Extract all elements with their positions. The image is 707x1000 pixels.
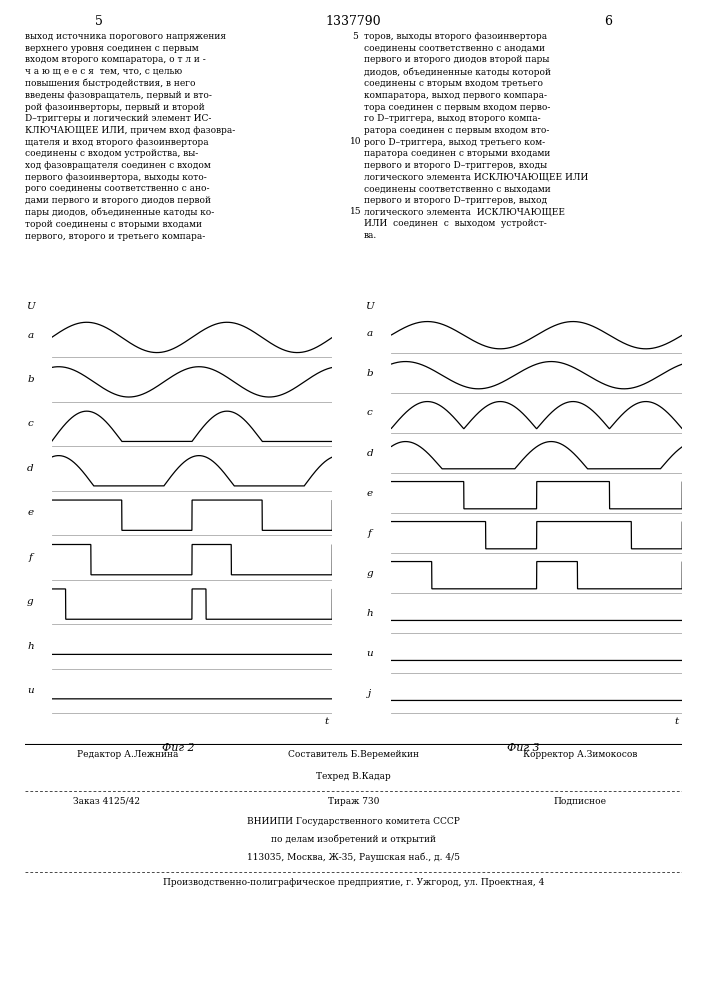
Text: c: c xyxy=(28,419,33,428)
Text: j: j xyxy=(368,688,371,698)
Text: b: b xyxy=(27,375,34,384)
Text: по делам изобретений и открытий: по делам изобретений и открытий xyxy=(271,835,436,844)
Text: e: e xyxy=(28,508,33,517)
Text: Фиг 3: Фиг 3 xyxy=(507,743,539,753)
Text: b: b xyxy=(366,368,373,377)
Text: Подписное: Подписное xyxy=(554,797,606,806)
Text: 5: 5 xyxy=(95,15,103,28)
Text: ВНИИПИ Государственного комитета СССР: ВНИИПИ Государственного комитета СССР xyxy=(247,817,460,826)
Text: 6: 6 xyxy=(604,15,612,28)
Text: g: g xyxy=(27,597,34,606)
Text: Техред В.Кадар: Техред В.Кадар xyxy=(316,772,391,781)
Text: d: d xyxy=(366,448,373,458)
Text: Составитель Б.Веремейкин: Составитель Б.Веремейкин xyxy=(288,750,419,759)
Text: Корректор А.Зимокосов: Корректор А.Зимокосов xyxy=(522,750,637,759)
Text: a: a xyxy=(367,328,373,338)
Text: g: g xyxy=(366,568,373,577)
Text: 1337790: 1337790 xyxy=(326,15,381,28)
Text: c: c xyxy=(367,408,373,417)
Text: h: h xyxy=(27,642,34,651)
Text: f: f xyxy=(368,528,372,538)
Text: Тираж 730: Тираж 730 xyxy=(328,797,379,806)
Text: f: f xyxy=(28,553,33,562)
Text: t: t xyxy=(325,716,329,726)
Text: a: a xyxy=(28,330,33,340)
Text: 113035, Москва, Ж-35, Раушская наб., д. 4/5: 113035, Москва, Ж-35, Раушская наб., д. … xyxy=(247,853,460,862)
Text: u: u xyxy=(366,648,373,658)
Text: 5








10





15: 5 10 15 xyxy=(350,32,361,216)
Text: выход источника порогового напряжения
верхнего уровня соединен с первым
входом в: выход источника порогового напряжения ве… xyxy=(25,32,235,241)
Text: d: d xyxy=(27,464,34,473)
Text: Заказ 4125/42: Заказ 4125/42 xyxy=(73,797,139,806)
Text: Редактор А.Лежнина: Редактор А.Лежнина xyxy=(76,750,178,759)
Text: U: U xyxy=(366,302,374,311)
Text: u: u xyxy=(27,686,34,695)
Text: Производственно-полиграфическое предприятие, г. Ужгород, ул. Проектная, 4: Производственно-полиграфическое предприя… xyxy=(163,878,544,887)
Text: торов, выходы второго фазоинвертора
соединены соответственно с анодами
первого и: торов, выходы второго фазоинвертора соед… xyxy=(364,32,588,240)
Text: e: e xyxy=(367,488,373,497)
Text: U: U xyxy=(26,302,35,311)
Text: Фиг 2: Фиг 2 xyxy=(162,743,195,753)
Text: t: t xyxy=(674,716,679,726)
Text: h: h xyxy=(366,608,373,617)
